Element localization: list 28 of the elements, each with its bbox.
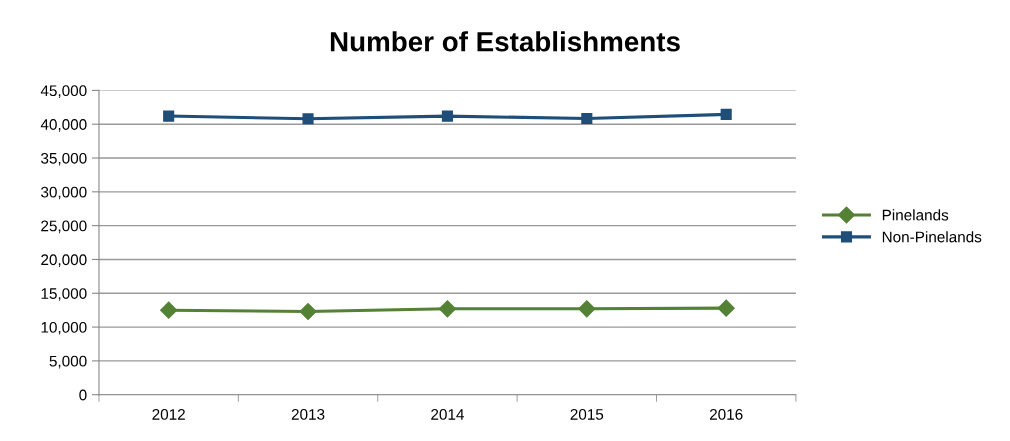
point (581, 112, 593, 125)
y-tick-label: 0 (79, 389, 87, 401)
x-tick-label: 2013 (291, 408, 325, 420)
point (160, 301, 178, 319)
point (720, 108, 732, 120)
y-tick-label: 20,000 (41, 254, 87, 267)
y-tick-label: 15,000 (41, 288, 87, 301)
legend-label: Pinelands (882, 209, 949, 221)
y-tick-label: 45,000 (40, 85, 87, 98)
legend-label: Non-Pinelands (882, 231, 982, 243)
y-tick-label: 35,000 (41, 152, 87, 166)
point (578, 300, 596, 318)
x-tick-label: 2015 (570, 408, 604, 420)
point (163, 110, 175, 122)
point (299, 302, 317, 321)
y-tick-label: 5,000 (49, 355, 87, 369)
y-tick-label: 25,000 (41, 220, 87, 234)
y-tick-label: 30,000 (41, 186, 87, 200)
point (302, 113, 314, 125)
y-tick-label: 40,000 (40, 119, 87, 132)
point (441, 110, 453, 122)
x-tick-label: 2012 (152, 408, 185, 420)
point (717, 299, 735, 317)
y-tick-label: 10,000 (41, 321, 87, 335)
x-tick-label: 2016 (709, 408, 743, 420)
x-tick-label: 2014 (431, 408, 464, 420)
point (438, 300, 456, 318)
chart-title: Number of Establishments (330, 31, 680, 52)
